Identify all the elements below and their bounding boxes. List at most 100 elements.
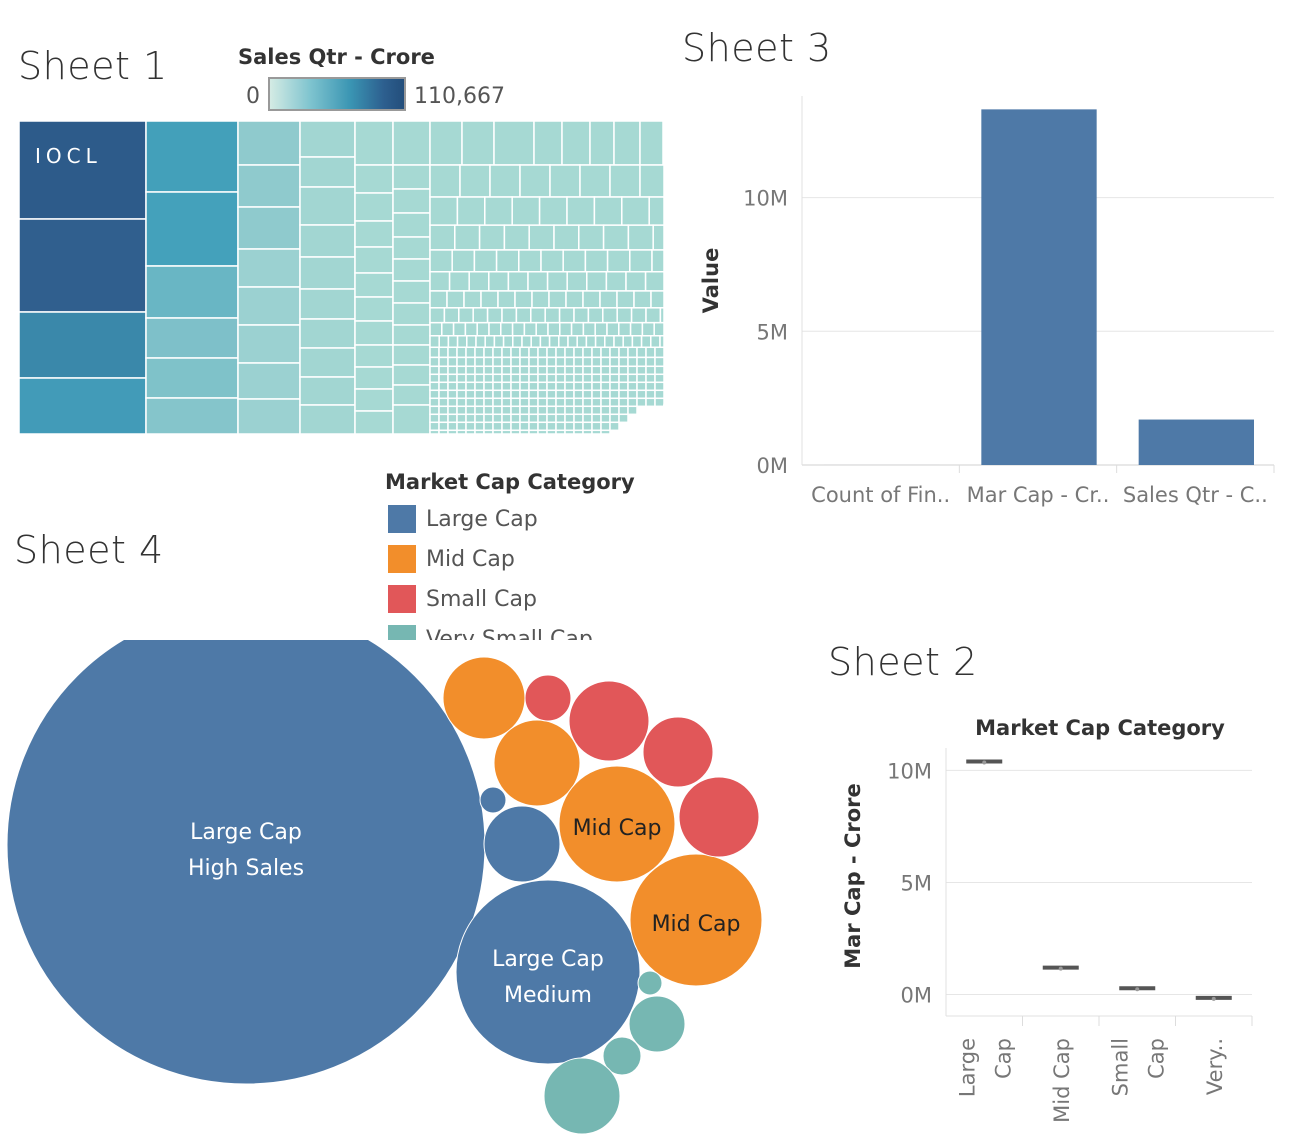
treemap-tile[interactable] [484, 335, 496, 349]
treemap-tile[interactable] [465, 429, 476, 435]
treemap-tile[interactable] [18, 218, 147, 313]
treemap-tile[interactable] [493, 120, 535, 166]
treemap-tile[interactable] [429, 381, 440, 392]
treemap-tile[interactable] [438, 413, 449, 424]
treemap-tile[interactable] [582, 389, 593, 400]
treemap-tile[interactable] [537, 373, 548, 384]
treemap-tile[interactable] [602, 224, 630, 251]
treemap-tile[interactable] [527, 270, 549, 292]
bubble-8[interactable] [524, 674, 572, 722]
bubble-12[interactable] [637, 970, 663, 996]
treemap-tile[interactable] [392, 404, 431, 435]
bubble-7[interactable] [629, 853, 763, 987]
treemap-tile[interactable] [645, 389, 656, 400]
treemap-tile[interactable] [564, 413, 575, 424]
treemap-tile[interactable] [447, 405, 458, 416]
treemap-tile[interactable] [299, 347, 356, 378]
treemap-tile[interactable] [500, 321, 514, 337]
treemap-tile[interactable] [501, 397, 512, 408]
treemap-tile[interactable] [465, 373, 476, 384]
treemap-tile[interactable] [392, 188, 431, 214]
treemap-tile[interactable] [591, 346, 602, 359]
treemap-tile[interactable] [438, 429, 449, 435]
treemap-tile[interactable] [354, 164, 394, 194]
treemap-tile[interactable] [622, 335, 634, 349]
treemap-tile[interactable] [546, 365, 557, 376]
treemap-tile[interactable] [591, 413, 602, 424]
treemap-tile[interactable] [484, 196, 513, 226]
treemap-tile[interactable] [636, 397, 647, 408]
treemap-tile[interactable] [510, 429, 521, 435]
treemap-tile[interactable] [609, 389, 620, 400]
treemap-tile[interactable] [654, 389, 665, 400]
treemap-tile[interactable] [492, 397, 503, 408]
treemap-tile[interactable] [653, 321, 665, 337]
treemap-tile[interactable] [465, 405, 476, 416]
treemap-tile[interactable] [476, 321, 490, 337]
treemap-tile[interactable] [627, 389, 638, 400]
treemap-tile[interactable] [591, 356, 602, 368]
treemap-tile[interactable] [629, 321, 644, 337]
treemap-tile[interactable] [438, 421, 449, 432]
treemap-tile[interactable] [429, 356, 440, 368]
treemap-tile[interactable] [654, 373, 665, 384]
treemap-tile[interactable] [501, 365, 512, 376]
treemap-tile[interactable] [429, 196, 459, 226]
treemap-tile[interactable] [648, 196, 665, 226]
treemap-tile[interactable] [564, 356, 575, 368]
treemap-tile[interactable] [555, 365, 566, 376]
treemap-tile[interactable] [600, 356, 611, 368]
treemap-tile[interactable] [510, 421, 521, 432]
treemap-tile[interactable] [502, 335, 514, 349]
treemap-tile[interactable] [528, 389, 539, 400]
treemap-tile[interactable] [618, 346, 629, 359]
treemap-tile[interactable] [618, 381, 629, 392]
treemap-tile[interactable] [582, 356, 593, 368]
treemap-tile[interactable] [627, 356, 638, 368]
treemap-tile[interactable] [483, 389, 494, 400]
treemap-tile[interactable] [448, 270, 470, 292]
treemap-tile[interactable] [237, 206, 301, 250]
treemap-tile[interactable] [591, 429, 602, 435]
treemap-tile[interactable] [636, 356, 647, 368]
treemap-tile[interactable] [633, 290, 652, 309]
treemap-tile[interactable] [546, 413, 557, 424]
treemap-tile[interactable] [538, 196, 568, 226]
treemap-tile[interactable] [519, 405, 530, 416]
treemap-tile[interactable] [497, 290, 516, 309]
treemap-tile[interactable] [465, 365, 476, 376]
treemap-tile[interactable] [537, 397, 548, 408]
treemap-tile[interactable] [537, 429, 548, 435]
treemap-tile[interactable] [546, 429, 557, 435]
treemap-tile[interactable] [600, 373, 611, 384]
treemap-tile[interactable] [474, 429, 485, 435]
bubble-10[interactable] [642, 716, 714, 788]
treemap-tile[interactable] [618, 405, 629, 416]
treemap-tile[interactable] [547, 321, 561, 337]
treemap-tile[interactable] [429, 307, 446, 324]
treemap-tile[interactable] [582, 321, 596, 337]
treemap-tile[interactable] [587, 307, 604, 324]
treemap-tile[interactable] [480, 290, 499, 309]
treemap-tile[interactable] [582, 373, 593, 384]
treemap-tile[interactable] [354, 220, 394, 248]
treemap-tile[interactable] [636, 373, 647, 384]
treemap-tile[interactable] [564, 429, 575, 435]
treemap-tile[interactable] [582, 421, 593, 432]
treemap-tile[interactable] [299, 404, 356, 435]
treemap-tile[interactable] [459, 164, 491, 198]
treemap-tile[interactable] [483, 413, 494, 424]
treemap-tile[interactable] [456, 389, 467, 400]
treemap-tile[interactable] [528, 421, 539, 432]
treemap-tile[interactable] [474, 405, 485, 416]
treemap-tile[interactable] [483, 346, 494, 359]
treemap-tile[interactable] [475, 335, 486, 349]
treemap-tile[interactable] [519, 413, 530, 424]
treemap-tile[interactable] [392, 324, 431, 346]
treemap-tile[interactable] [354, 388, 394, 412]
treemap-tile[interactable] [354, 296, 394, 322]
treemap-tile[interactable] [501, 413, 512, 424]
treemap-tile[interactable] [555, 381, 566, 392]
treemap-tile[interactable] [650, 335, 661, 349]
treemap-tile[interactable] [519, 365, 530, 376]
